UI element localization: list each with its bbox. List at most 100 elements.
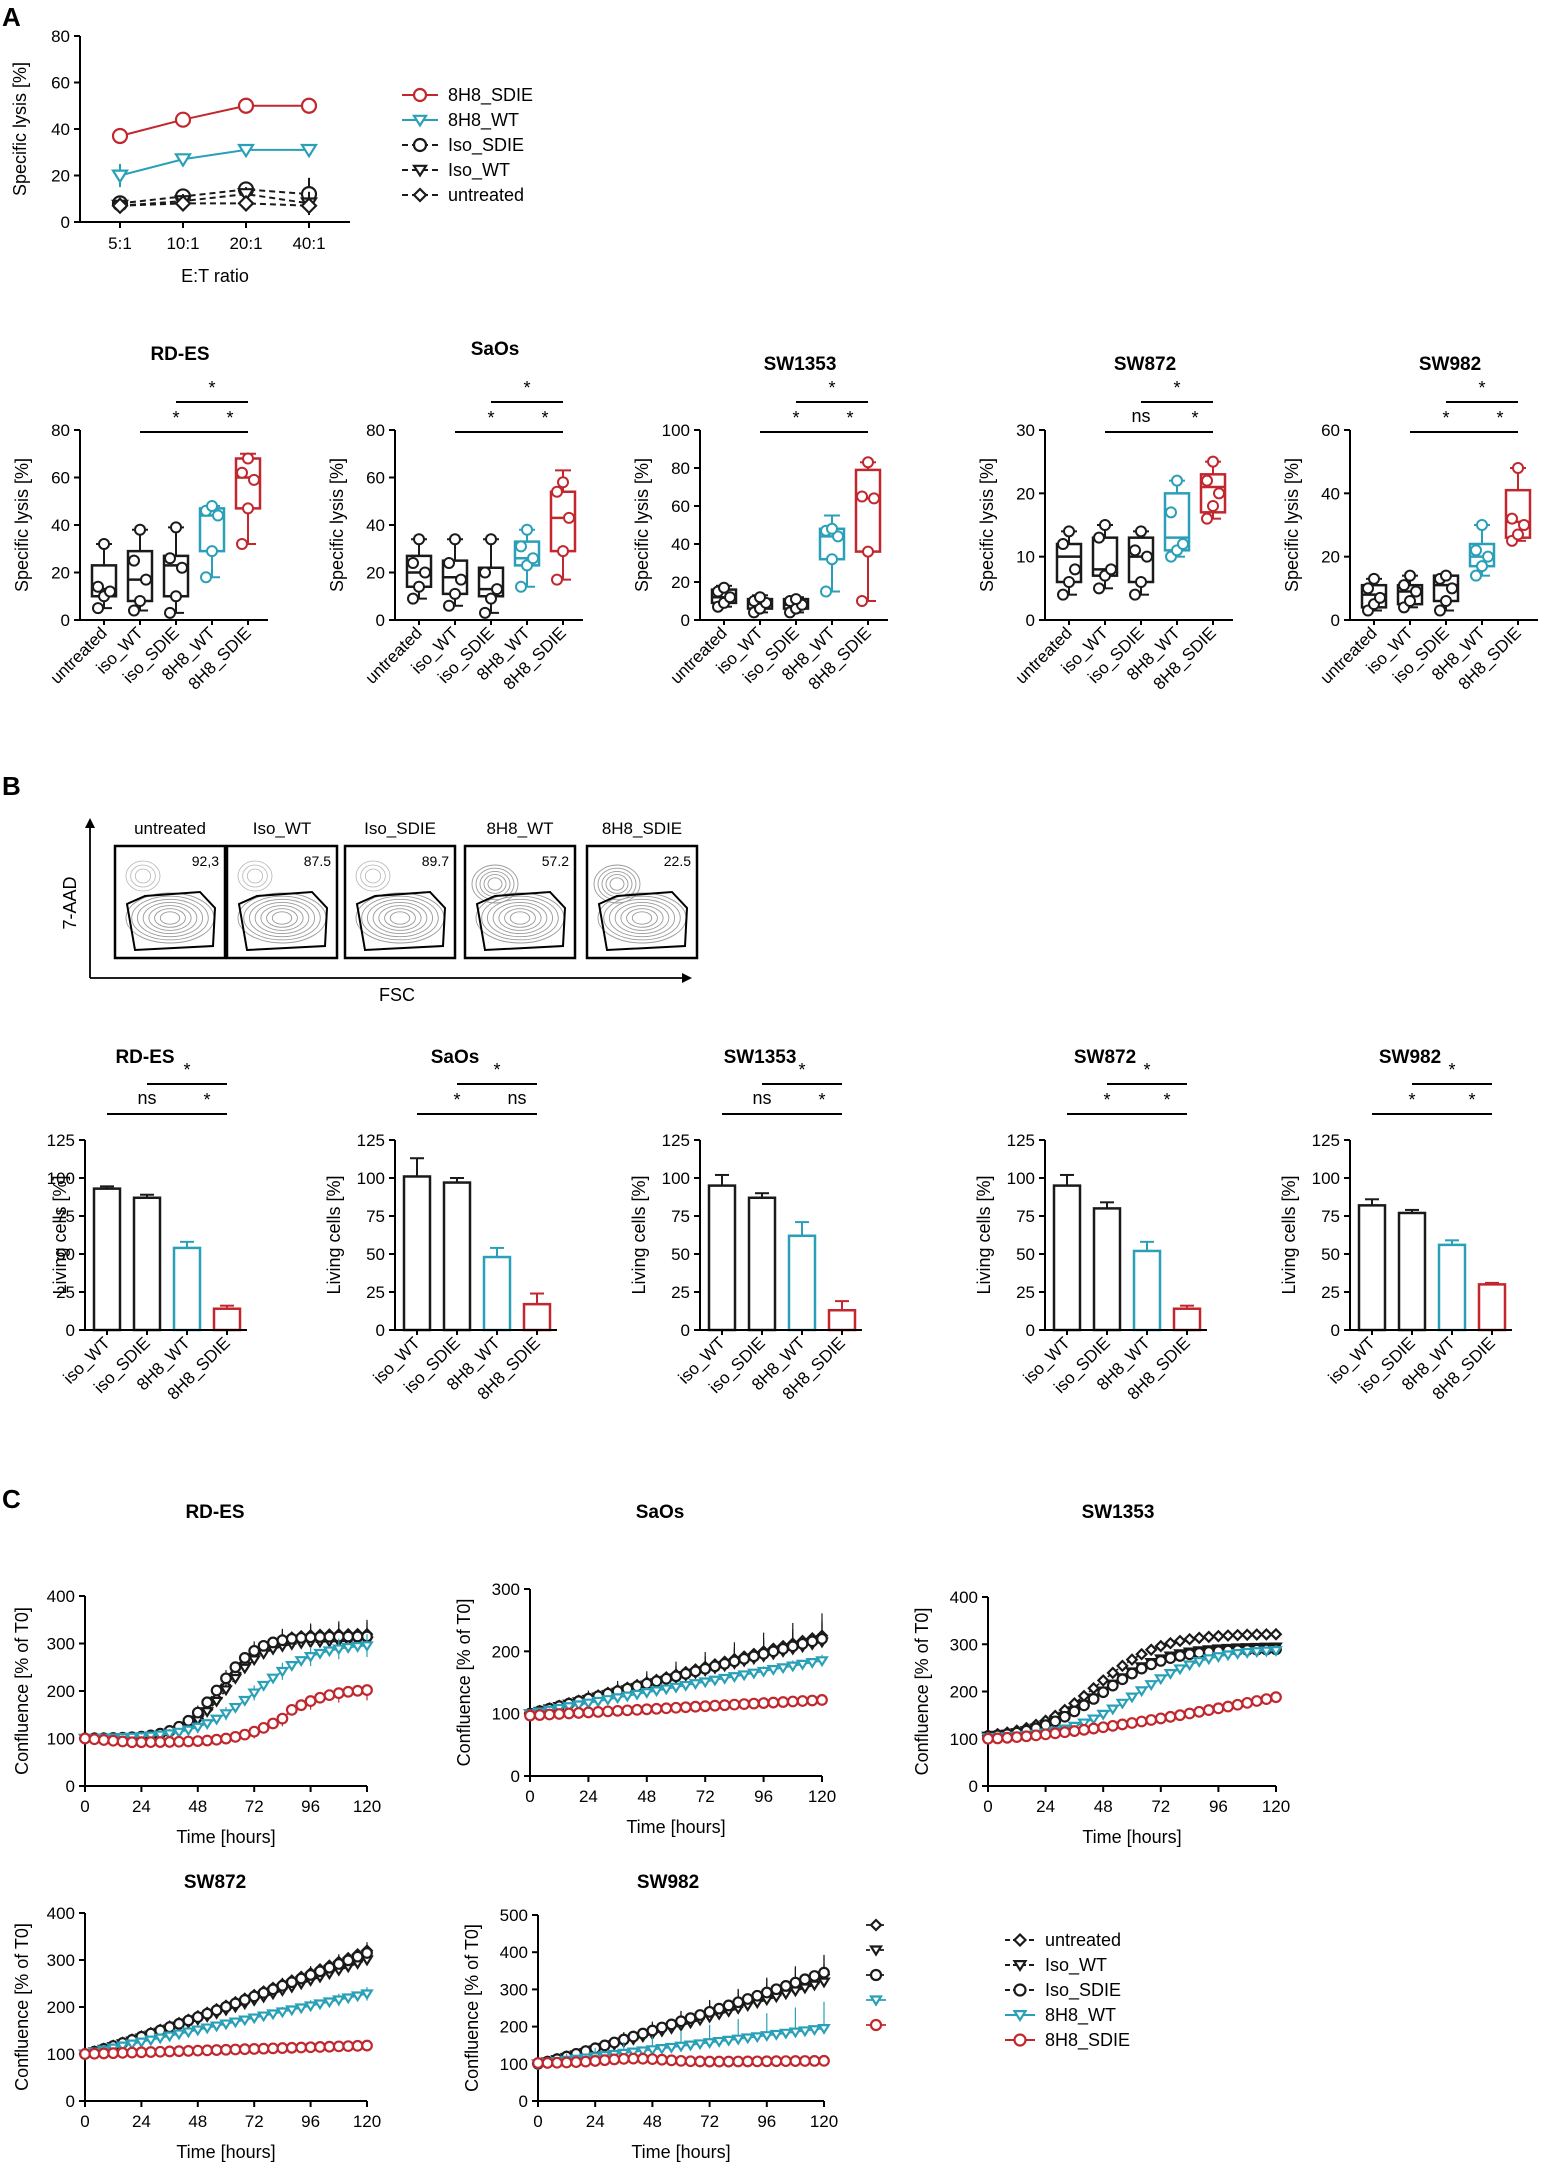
a-saos-point [407, 557, 419, 569]
c-sw1353-point [1174, 1709, 1186, 1722]
c-rd-es-point [116, 1735, 129, 1748]
c-rd-es-point [79, 1732, 91, 1745]
c-sw982-point [789, 1976, 802, 1989]
c-rd-es-xtick-label: 48 [188, 1797, 207, 1816]
c-sw872-point [220, 2043, 232, 2056]
c-saos-point [698, 1677, 712, 1689]
flow-cytometry-panels: untreated 92,3 Iso_WT 87.5 Iso_SDIE 89.7 8H8_W… [60, 818, 699, 1005]
c-saos-point [572, 1707, 585, 1719]
c-saos-point [699, 1700, 712, 1713]
a-rd-es-sig-label: * [208, 378, 215, 398]
a-sw1353-sig-label: * [792, 408, 799, 428]
c-sw1353-point [1126, 1717, 1138, 1729]
c-saos-point [777, 1642, 789, 1655]
c-sw982-point [713, 2055, 726, 2068]
c-sw982-point [807, 1980, 822, 1992]
c-sw1353-point [1154, 1655, 1167, 1667]
a-top-legend-label: Iso_WT [448, 160, 510, 181]
c-sw982-point [741, 1993, 754, 2005]
c-sw982-point [808, 2054, 821, 2067]
c-saos-ytick-label: 0 [511, 1767, 520, 1786]
panel-label-b: B [2, 771, 21, 801]
a-saos-ytick-label: 20 [366, 564, 385, 583]
b-sw982-ytick-label: 0 [1331, 1321, 1340, 1340]
a-rd-es-point [176, 561, 188, 574]
legend-c-marker [1012, 1932, 1028, 1948]
c-sw872-ytick-label: 300 [47, 1951, 75, 1970]
flow-contour-dead [364, 868, 382, 884]
c-saos-point [728, 1698, 741, 1711]
a-sw1353-ytick-label: 20 [671, 573, 690, 592]
legend-c-small-marker [869, 2018, 883, 2032]
flow-gate [237, 890, 329, 952]
b-sw1353-sig-label: ns [752, 1088, 771, 1108]
a-top-legend-label: 8H8_WT [448, 110, 519, 131]
c-rd-es-xtick-label: 0 [80, 1797, 89, 1816]
c-rd-es-point [191, 1735, 204, 1747]
a-top-xtick-label: 40:1 [292, 234, 325, 253]
flow-gate [475, 890, 567, 952]
a-top-legend-marker [412, 164, 428, 178]
c-sw1353-point [1164, 1636, 1177, 1650]
a-sw982-point [1362, 582, 1374, 595]
c-sw982-point [626, 2047, 641, 2059]
c-sw872-point [210, 2004, 223, 2017]
c-rd-es-point [229, 1661, 242, 1674]
c-sw872-point [304, 2041, 317, 2054]
c-rd-es-point [323, 1689, 336, 1702]
b-sw982-ytick-label: 100 [1312, 1169, 1340, 1188]
c-saos-point [747, 1650, 760, 1663]
b-sw872-bar [1092, 1207, 1122, 1332]
c-saos-ytick-label: 100 [492, 1705, 520, 1724]
c-sw872-point [209, 2021, 224, 2033]
a-saos-ytick-label: 60 [366, 469, 385, 488]
a-top-ytick-label: 0 [61, 213, 70, 232]
c-sw1353-point [1144, 1680, 1158, 1691]
c-rd-es-point [257, 1721, 270, 1734]
a-sw982-point [1404, 595, 1416, 607]
c-sw982-point [817, 1977, 831, 1989]
a-sw872-point [1141, 550, 1153, 563]
c-sw1353-point [1269, 1627, 1283, 1641]
c-rd-es-point [341, 1643, 355, 1654]
a-top-ytick-label: 40 [51, 120, 70, 139]
c-saos-xtick-label: 24 [579, 1787, 598, 1806]
b-rd-es-sig-label: * [203, 1090, 210, 1110]
c-saos-ytick-label: 200 [492, 1642, 520, 1661]
c-sw872-point [275, 2007, 290, 2019]
a-saos-point [479, 566, 491, 579]
c-sw982-point [713, 2002, 726, 2015]
c-sw1353-title: SW1353 [1082, 1502, 1155, 1523]
a-sw872-point [1213, 487, 1225, 500]
legend-c-marker [1012, 1960, 1028, 1973]
c-sw872-point [294, 2003, 308, 2015]
c-sw982-xtick-label: 24 [586, 2112, 605, 2131]
c-saos-ylabel: Confluence [% of T0] [454, 1599, 474, 1767]
b-saos-title: SaOs [431, 1047, 480, 1068]
a-sw872-point [1057, 588, 1069, 601]
b-rd-es-ytick-label: 75 [56, 1207, 75, 1226]
a-saos-point [407, 592, 419, 605]
a-saos-sig-label: * [487, 408, 494, 428]
b-sw982-bar [1477, 1283, 1507, 1332]
a-sw982-sig-label: * [1496, 408, 1503, 428]
legend-c-label: Iso_SDIE [1045, 1980, 1121, 2001]
flow-contour-live [631, 911, 653, 925]
b-saos-sig-label: ns [507, 1088, 526, 1108]
c-sw982-point [798, 1983, 812, 1995]
chart-c-sw872: 0 100 200 300 400 Confluence [% of T0] SW872 0 2… [12, 1872, 381, 2162]
a-sw872-point [1201, 474, 1213, 487]
c-sw872-point [332, 1958, 345, 1970]
a-rd-es-point [170, 590, 182, 603]
c-sw1353-point [1182, 1660, 1197, 1672]
a-sw982-point [1434, 604, 1446, 617]
a-rd-es-point [104, 585, 116, 598]
b-rd-es-bar [132, 1196, 162, 1332]
b-sw982-ytick-label: 50 [1321, 1245, 1340, 1264]
c-sw982-point [722, 2055, 735, 2068]
c-rd-es-point [228, 1702, 243, 1714]
a-sw982-ytick-label: 60 [1321, 421, 1340, 440]
a-rd-es-point [248, 473, 260, 486]
legend-c: untreated Iso_WT Iso_SDIE 8H8_WT 8H8_SDIE [866, 1918, 1130, 2051]
a-top-point [237, 188, 255, 203]
